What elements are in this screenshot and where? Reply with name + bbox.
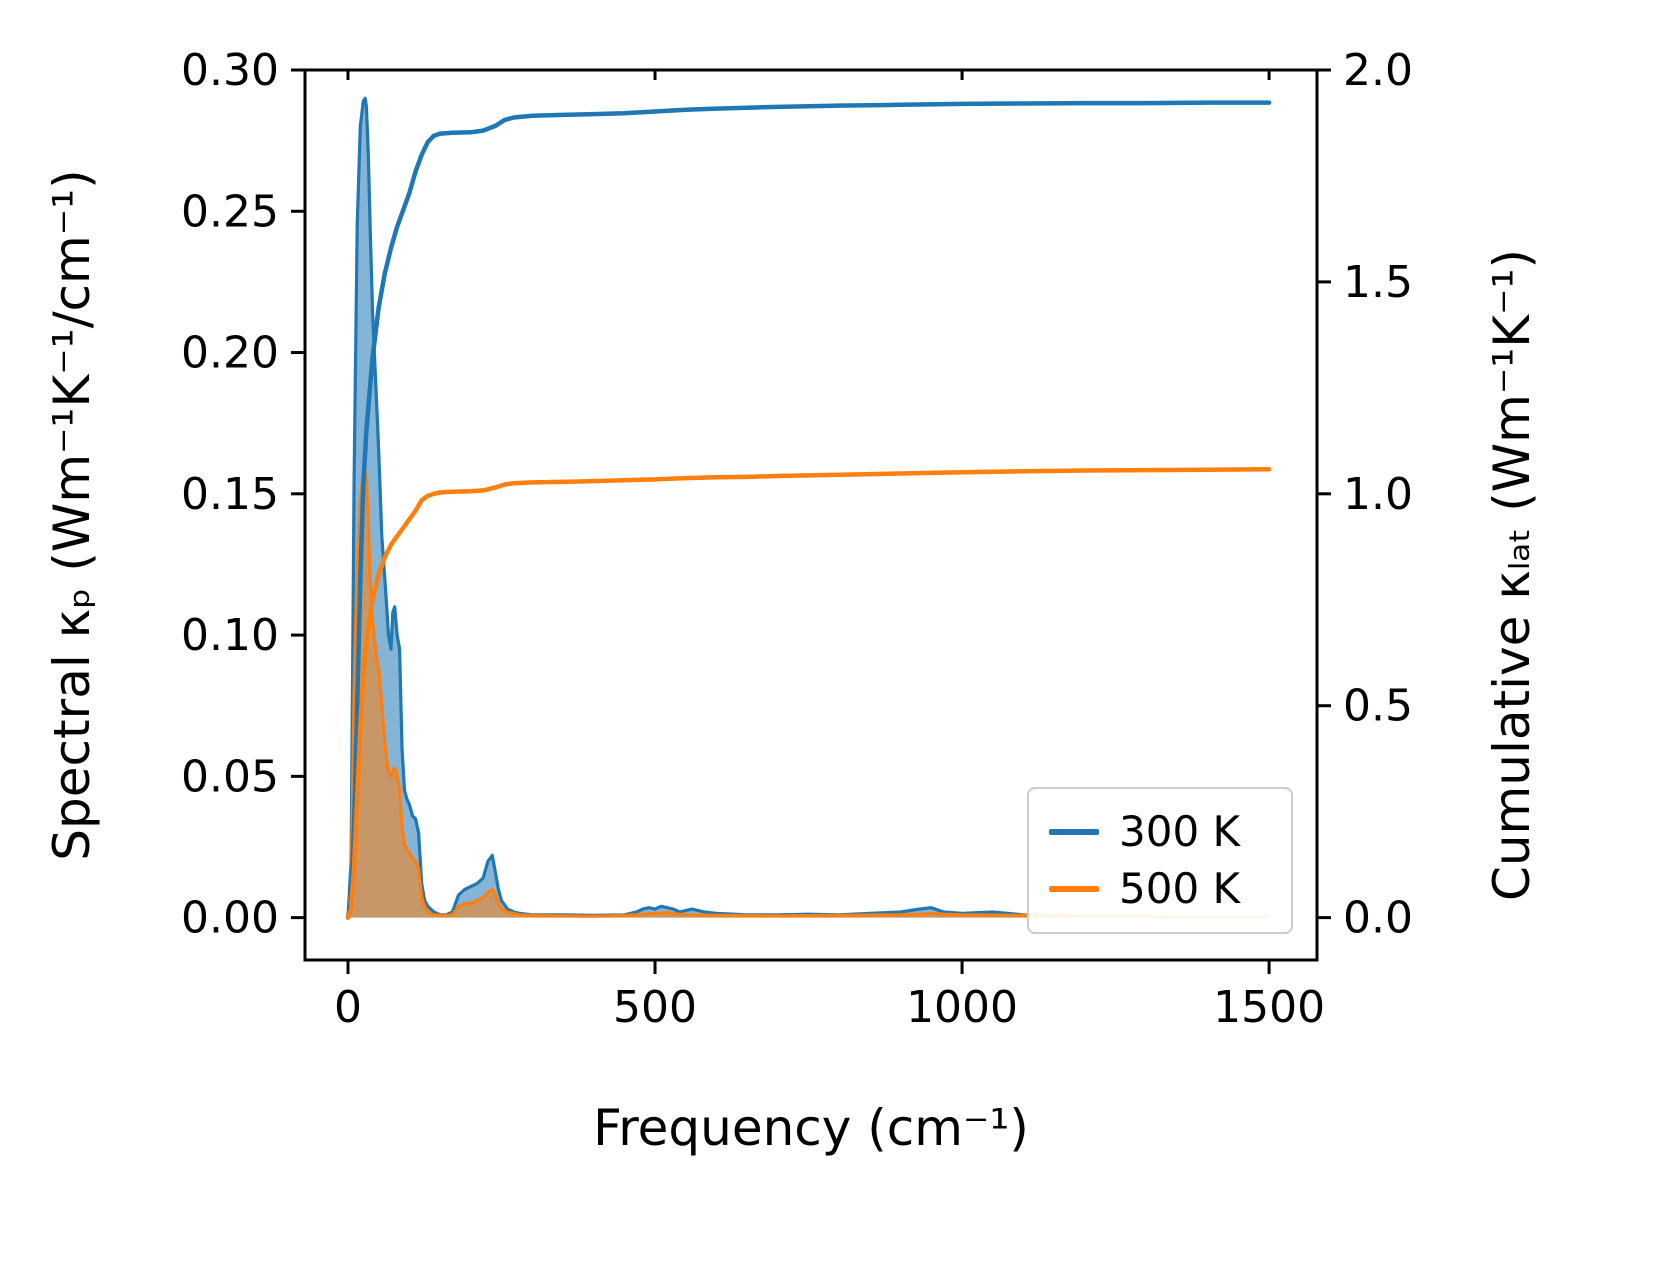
svg-text:1.5: 1.5 <box>1343 257 1413 308</box>
svg-text:0.15: 0.15 <box>181 469 279 520</box>
y-axis-label-right: Cumulative κₗₐₜ (Wm⁻¹K⁻¹) <box>1483 248 1541 902</box>
svg-text:0.00: 0.00 <box>181 893 279 944</box>
legend-label-300k: 300 K <box>1119 806 1241 856</box>
svg-text:1000: 1000 <box>906 982 1018 1033</box>
y-axis-label-left: Spectral κₚ (Wm⁻¹K⁻¹/cm⁻¹) <box>43 169 101 861</box>
legend-line-500k-icon <box>1049 886 1099 893</box>
svg-text:1.0: 1.0 <box>1343 469 1413 520</box>
legend: 300 K 500 K <box>1027 787 1293 934</box>
legend-label-500k: 500 K <box>1119 864 1241 914</box>
legend-item-300k: 300 K <box>1049 806 1271 856</box>
svg-text:0.0: 0.0 <box>1343 893 1413 944</box>
svg-text:500: 500 <box>613 982 697 1033</box>
svg-text:0.20: 0.20 <box>181 328 279 379</box>
legend-item-500k: 500 K <box>1049 868 1271 910</box>
svg-text:2.0: 2.0 <box>1343 45 1413 96</box>
svg-text:0.05: 0.05 <box>181 751 279 802</box>
svg-text:0.10: 0.10 <box>181 610 279 661</box>
svg-text:1500: 1500 <box>1213 982 1325 1033</box>
x-axis-label: Frequency (cm⁻¹) <box>593 1099 1029 1157</box>
svg-text:0.5: 0.5 <box>1343 681 1413 732</box>
legend-line-300k-icon <box>1049 828 1099 835</box>
svg-text:0.30: 0.30 <box>181 45 279 96</box>
svg-text:0.25: 0.25 <box>181 186 279 237</box>
svg-text:0: 0 <box>334 982 362 1033</box>
